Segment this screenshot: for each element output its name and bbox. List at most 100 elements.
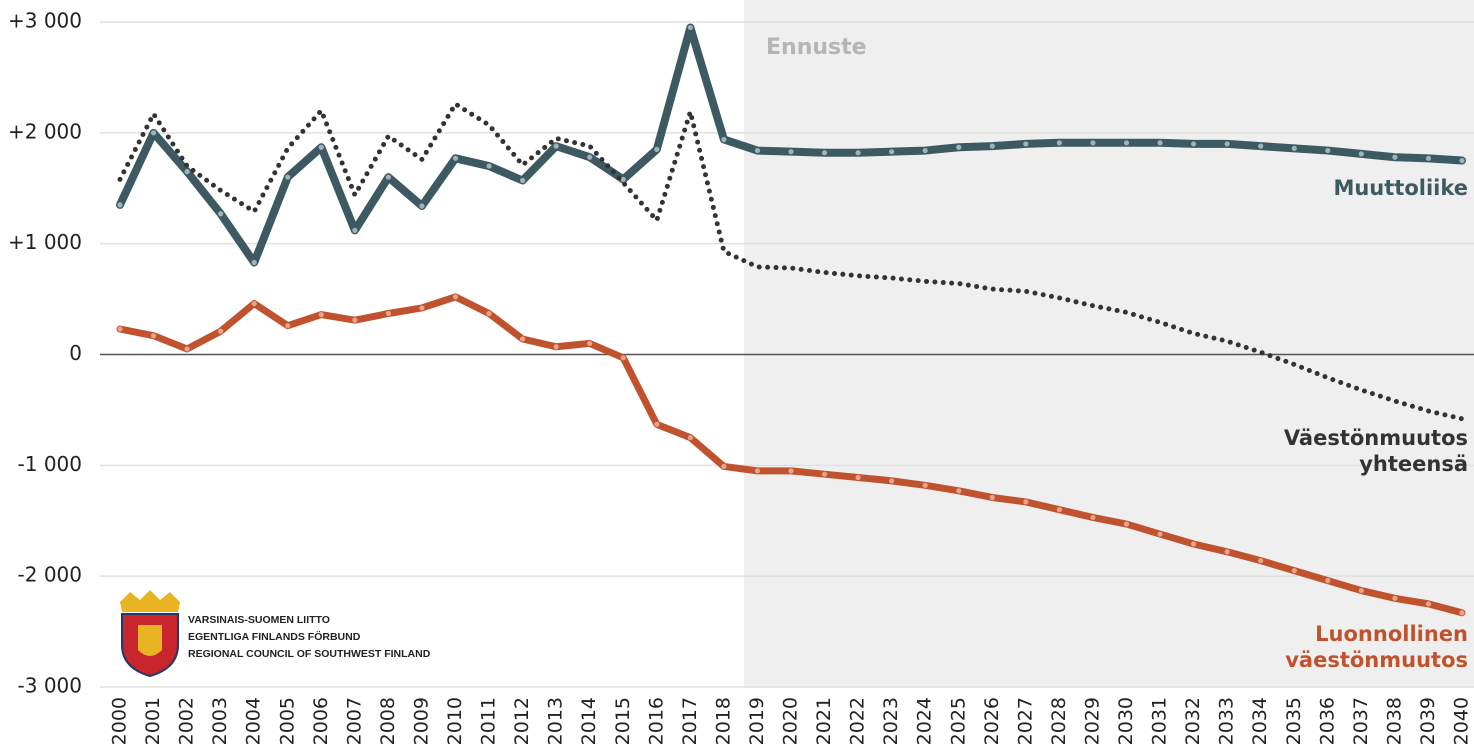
data-point [285,174,291,180]
data-point [788,149,794,155]
series-label: Väestönmuutos yhteensä [1283,426,1468,476]
data-point [352,227,358,233]
data-point [620,355,626,361]
x-tick-label: 2021 [813,697,835,745]
x-tick-label: 2013 [545,697,567,745]
data-point [1123,140,1130,146]
data-point [1392,154,1398,160]
data-point [754,147,761,154]
x-tick-label: 2034 [1249,697,1271,745]
data-point [989,143,995,149]
data-point [1191,541,1197,547]
series-line [117,101,1465,422]
data-point [922,482,928,488]
data-point [889,478,895,484]
data-point [1358,151,1364,157]
data-point [452,294,459,300]
data-point [218,211,224,217]
x-tick-label: 2000 [109,697,131,745]
x-tick-label: 2036 [1316,697,1338,745]
data-point [620,176,626,182]
y-tick-label: +1 000 [8,230,82,254]
x-tick-label: 2015 [612,697,634,745]
x-tick-label: 2039 [1417,697,1439,745]
data-point [1325,578,1331,584]
data-point [553,143,559,149]
y-tick-label: +3 000 [8,9,82,33]
y-tick-label: +2 000 [8,119,82,143]
x-tick-label: 2038 [1383,697,1405,745]
data-point [419,203,425,209]
x-tick-label: 2027 [1014,697,1036,745]
data-point [654,146,660,153]
data-point [117,326,123,332]
data-point [821,471,828,477]
data-point [1392,595,1398,601]
data-point [1090,514,1096,521]
logo-crown [120,590,180,612]
data-point [1425,601,1432,607]
data-point [251,259,257,266]
x-tick-label: 2011 [478,697,500,745]
data-point [754,468,761,474]
data-point [486,310,492,317]
data-point [486,163,492,169]
logo [120,590,180,678]
data-point [956,488,962,494]
data-point [1459,610,1465,616]
data-point [553,344,559,350]
data-point [150,130,157,136]
data-point [687,435,693,441]
x-tick-label: 2006 [310,697,332,745]
x-tick-label: 2017 [679,697,701,745]
x-tick-label: 2025 [947,697,969,745]
data-point [419,305,425,311]
data-point [587,340,593,347]
x-tick-label: 2016 [645,697,667,745]
data-point [117,202,123,208]
data-point [922,147,928,154]
y-tick-label: -2 000 [18,563,82,587]
data-point [452,155,459,161]
data-point [520,336,526,342]
data-point [352,317,358,323]
x-tick-label: 2032 [1182,697,1204,745]
data-point [1157,140,1163,146]
data-point [318,144,324,150]
data-point [989,494,995,501]
x-tick-label: 2035 [1283,697,1305,745]
logo-emblem [138,625,162,656]
data-point [1123,521,1130,527]
data-point [1459,157,1465,164]
logo-line: VARSINAIS-SUOMEN LIITTO [188,614,330,626]
data-point [855,150,861,156]
forecast-area [744,0,1474,687]
x-tick-label: 2023 [880,697,902,745]
data-point [721,136,727,143]
data-point [1224,549,1230,555]
data-point [184,346,190,352]
data-point [251,300,257,307]
x-tick-label: 2018 [712,697,734,745]
x-tick-label: 2003 [209,697,231,745]
data-point [821,150,828,156]
x-tick-label: 2030 [1115,697,1137,745]
x-tick-label: 2020 [780,697,802,745]
logo-line: REGIONAL COUNCIL OF SOUTHWEST FINLAND [188,648,431,660]
data-point [855,474,861,481]
data-point [1056,507,1062,513]
x-tick-label: 2031 [1149,697,1171,745]
data-point [150,333,157,339]
data-point [1023,499,1029,505]
x-tick-label: 2019 [746,697,768,745]
series-label: Luonnollinen väestönmuutos [1285,622,1468,672]
data-point [587,154,593,160]
data-point [654,421,660,427]
x-tick-label: 2002 [176,697,198,745]
x-tick-label: 2001 [142,697,164,745]
logo-line: EGENTLIGA FINLANDS FÖRBUND [188,630,361,643]
x-tick-label: 2005 [276,697,298,745]
x-tick-label: 2028 [1048,697,1070,745]
data-point [1157,531,1163,537]
